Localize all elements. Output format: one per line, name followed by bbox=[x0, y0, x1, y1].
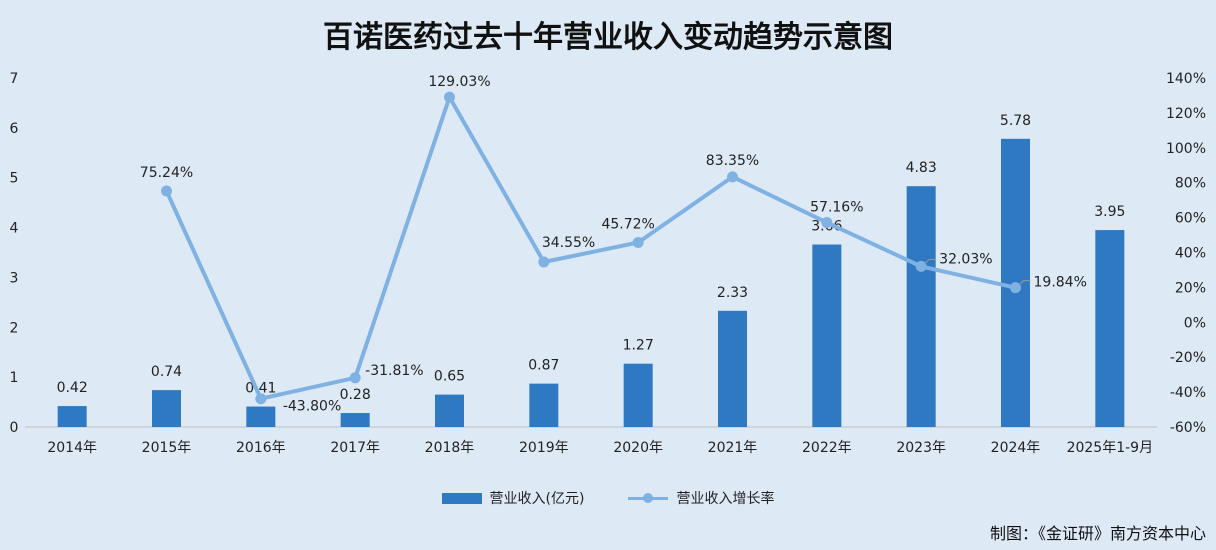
legend-item-growth: 营业收入增长率 bbox=[628, 488, 774, 508]
growth-point bbox=[915, 260, 927, 272]
growth-value-label: 129.03% bbox=[428, 74, 490, 90]
bar-value-label: 0.65 bbox=[434, 369, 465, 385]
growth-point bbox=[821, 217, 833, 229]
bar bbox=[246, 406, 276, 427]
legend-label-revenue: 营业收入(亿元) bbox=[489, 491, 585, 507]
bar bbox=[435, 394, 464, 427]
bar-value-label: 5.78 bbox=[1000, 113, 1031, 129]
right-tick-label: -60% bbox=[1170, 420, 1206, 436]
left-axis: 0 1 2 3 4 5 6 7 bbox=[10, 71, 19, 436]
bar-value-label: 2.33 bbox=[717, 285, 748, 301]
x-tick-label: 2022年 bbox=[802, 440, 852, 456]
legend-bar-swatch bbox=[441, 492, 482, 504]
bar bbox=[718, 310, 747, 427]
right-tick-label: 80% bbox=[1175, 176, 1206, 192]
left-tick-label: 1 bbox=[10, 370, 19, 386]
bar-value-label: 4.83 bbox=[906, 160, 937, 176]
chart-canvas: 0 1 2 3 4 5 6 7 -60% -40% -20% 0% 20% 40% 60% 80% 100% 1… bbox=[10, 71, 1206, 456]
right-tick-label: 20% bbox=[1175, 280, 1206, 296]
x-tick-label: 2016年 bbox=[236, 440, 286, 456]
growth-value-label: 34.55% bbox=[542, 235, 595, 251]
left-tick-label: 6 bbox=[10, 121, 19, 137]
chart-title: 百诺医药过去十年营业收入变动趋势示意图 bbox=[323, 20, 893, 55]
x-tick-label: 2017年 bbox=[330, 440, 380, 456]
legend-label-growth: 营业收入增长率 bbox=[676, 491, 775, 507]
bar bbox=[340, 413, 370, 427]
x-tick-label: 2023年 bbox=[896, 440, 946, 456]
left-tick-label: 7 bbox=[10, 71, 19, 87]
leader-line bbox=[1018, 280, 1031, 287]
right-axis: -60% -40% -20% 0% 20% 40% 60% 80% 100% 120% 140% bbox=[1166, 71, 1206, 436]
bar-value-label: 0.28 bbox=[340, 387, 371, 403]
bar bbox=[623, 363, 653, 427]
right-tick-label: 40% bbox=[1175, 246, 1206, 262]
x-tick-label: 2024年 bbox=[991, 440, 1041, 456]
growth-point bbox=[255, 393, 267, 405]
x-tick-label: 2014年 bbox=[47, 440, 97, 456]
x-tick-label: 2018年 bbox=[425, 440, 475, 456]
bar-value-label: 0.87 bbox=[528, 358, 559, 374]
right-tick-label: -40% bbox=[1170, 385, 1206, 401]
right-tick-label: 120% bbox=[1166, 106, 1206, 122]
growth-value-label: 19.84% bbox=[1034, 275, 1087, 291]
bar-value-label: 1.27 bbox=[623, 338, 654, 354]
x-axis: 2014年 2015年 2016年 2017年 2018年 2019年 2020年 2021年… bbox=[25, 426, 1157, 456]
leader-line bbox=[923, 258, 937, 265]
line-series: 75.24% -43.80% -31.81% 129.03% 34.55% 45.72% 8… bbox=[140, 74, 1087, 415]
growth-value-label: 83.35% bbox=[706, 153, 759, 169]
x-tick-label: 2020年 bbox=[613, 440, 663, 456]
x-tick-label: 2021年 bbox=[708, 440, 758, 456]
growth-point bbox=[349, 372, 361, 384]
growth-value-label: 75.24% bbox=[140, 165, 193, 181]
growth-line bbox=[164, 95, 1016, 401]
left-tick-label: 4 bbox=[10, 221, 19, 237]
growth-point bbox=[1010, 282, 1021, 294]
x-tick-label: 2025年1-9月 bbox=[1067, 440, 1154, 456]
right-tick-label: 140% bbox=[1166, 71, 1206, 87]
right-tick-label: 100% bbox=[1166, 141, 1206, 157]
right-tick-label: -20% bbox=[1170, 350, 1206, 366]
left-tick-label: 5 bbox=[10, 171, 19, 187]
growth-point bbox=[444, 91, 455, 103]
legend: 营业收入(亿元) 营业收入增长率 bbox=[0, 488, 1216, 508]
left-tick-label: 2 bbox=[10, 320, 19, 336]
bar bbox=[57, 406, 87, 427]
bar bbox=[152, 390, 181, 427]
growth-point bbox=[727, 171, 738, 183]
bar bbox=[812, 244, 842, 427]
left-tick-label: 0 bbox=[10, 420, 19, 436]
growth-point bbox=[161, 185, 172, 197]
growth-value-label: 32.03% bbox=[939, 251, 992, 267]
bar-series: 0.420.740.410.280.650.871.272.333.664.83… bbox=[57, 113, 1125, 427]
bar bbox=[529, 383, 559, 427]
bar bbox=[906, 186, 936, 427]
bar-value-label: 0.74 bbox=[151, 364, 182, 380]
x-tick-label: 2015年 bbox=[142, 440, 192, 456]
legend-item-revenue: 营业收入(亿元) bbox=[441, 488, 585, 508]
x-tick-label: 2019年 bbox=[519, 440, 569, 456]
growth-value-label: 57.16% bbox=[810, 200, 863, 216]
bar-value-label: 0.42 bbox=[57, 380, 88, 396]
left-tick-label: 3 bbox=[10, 270, 19, 286]
bar-value-label: 3.95 bbox=[1094, 204, 1125, 220]
legend-line-swatch bbox=[628, 492, 669, 504]
right-tick-label: 0% bbox=[1184, 315, 1206, 331]
growth-point bbox=[538, 256, 550, 268]
growth-value-label: -31.81% bbox=[365, 363, 423, 379]
credit-text: 制图：《金证研》南方资本中心 bbox=[989, 524, 1206, 543]
growth-point bbox=[632, 237, 644, 249]
right-tick-label: 60% bbox=[1175, 211, 1206, 227]
bar bbox=[1095, 230, 1125, 427]
growth-value-label: 45.72% bbox=[601, 217, 654, 233]
growth-value-label: -43.80% bbox=[283, 399, 341, 415]
